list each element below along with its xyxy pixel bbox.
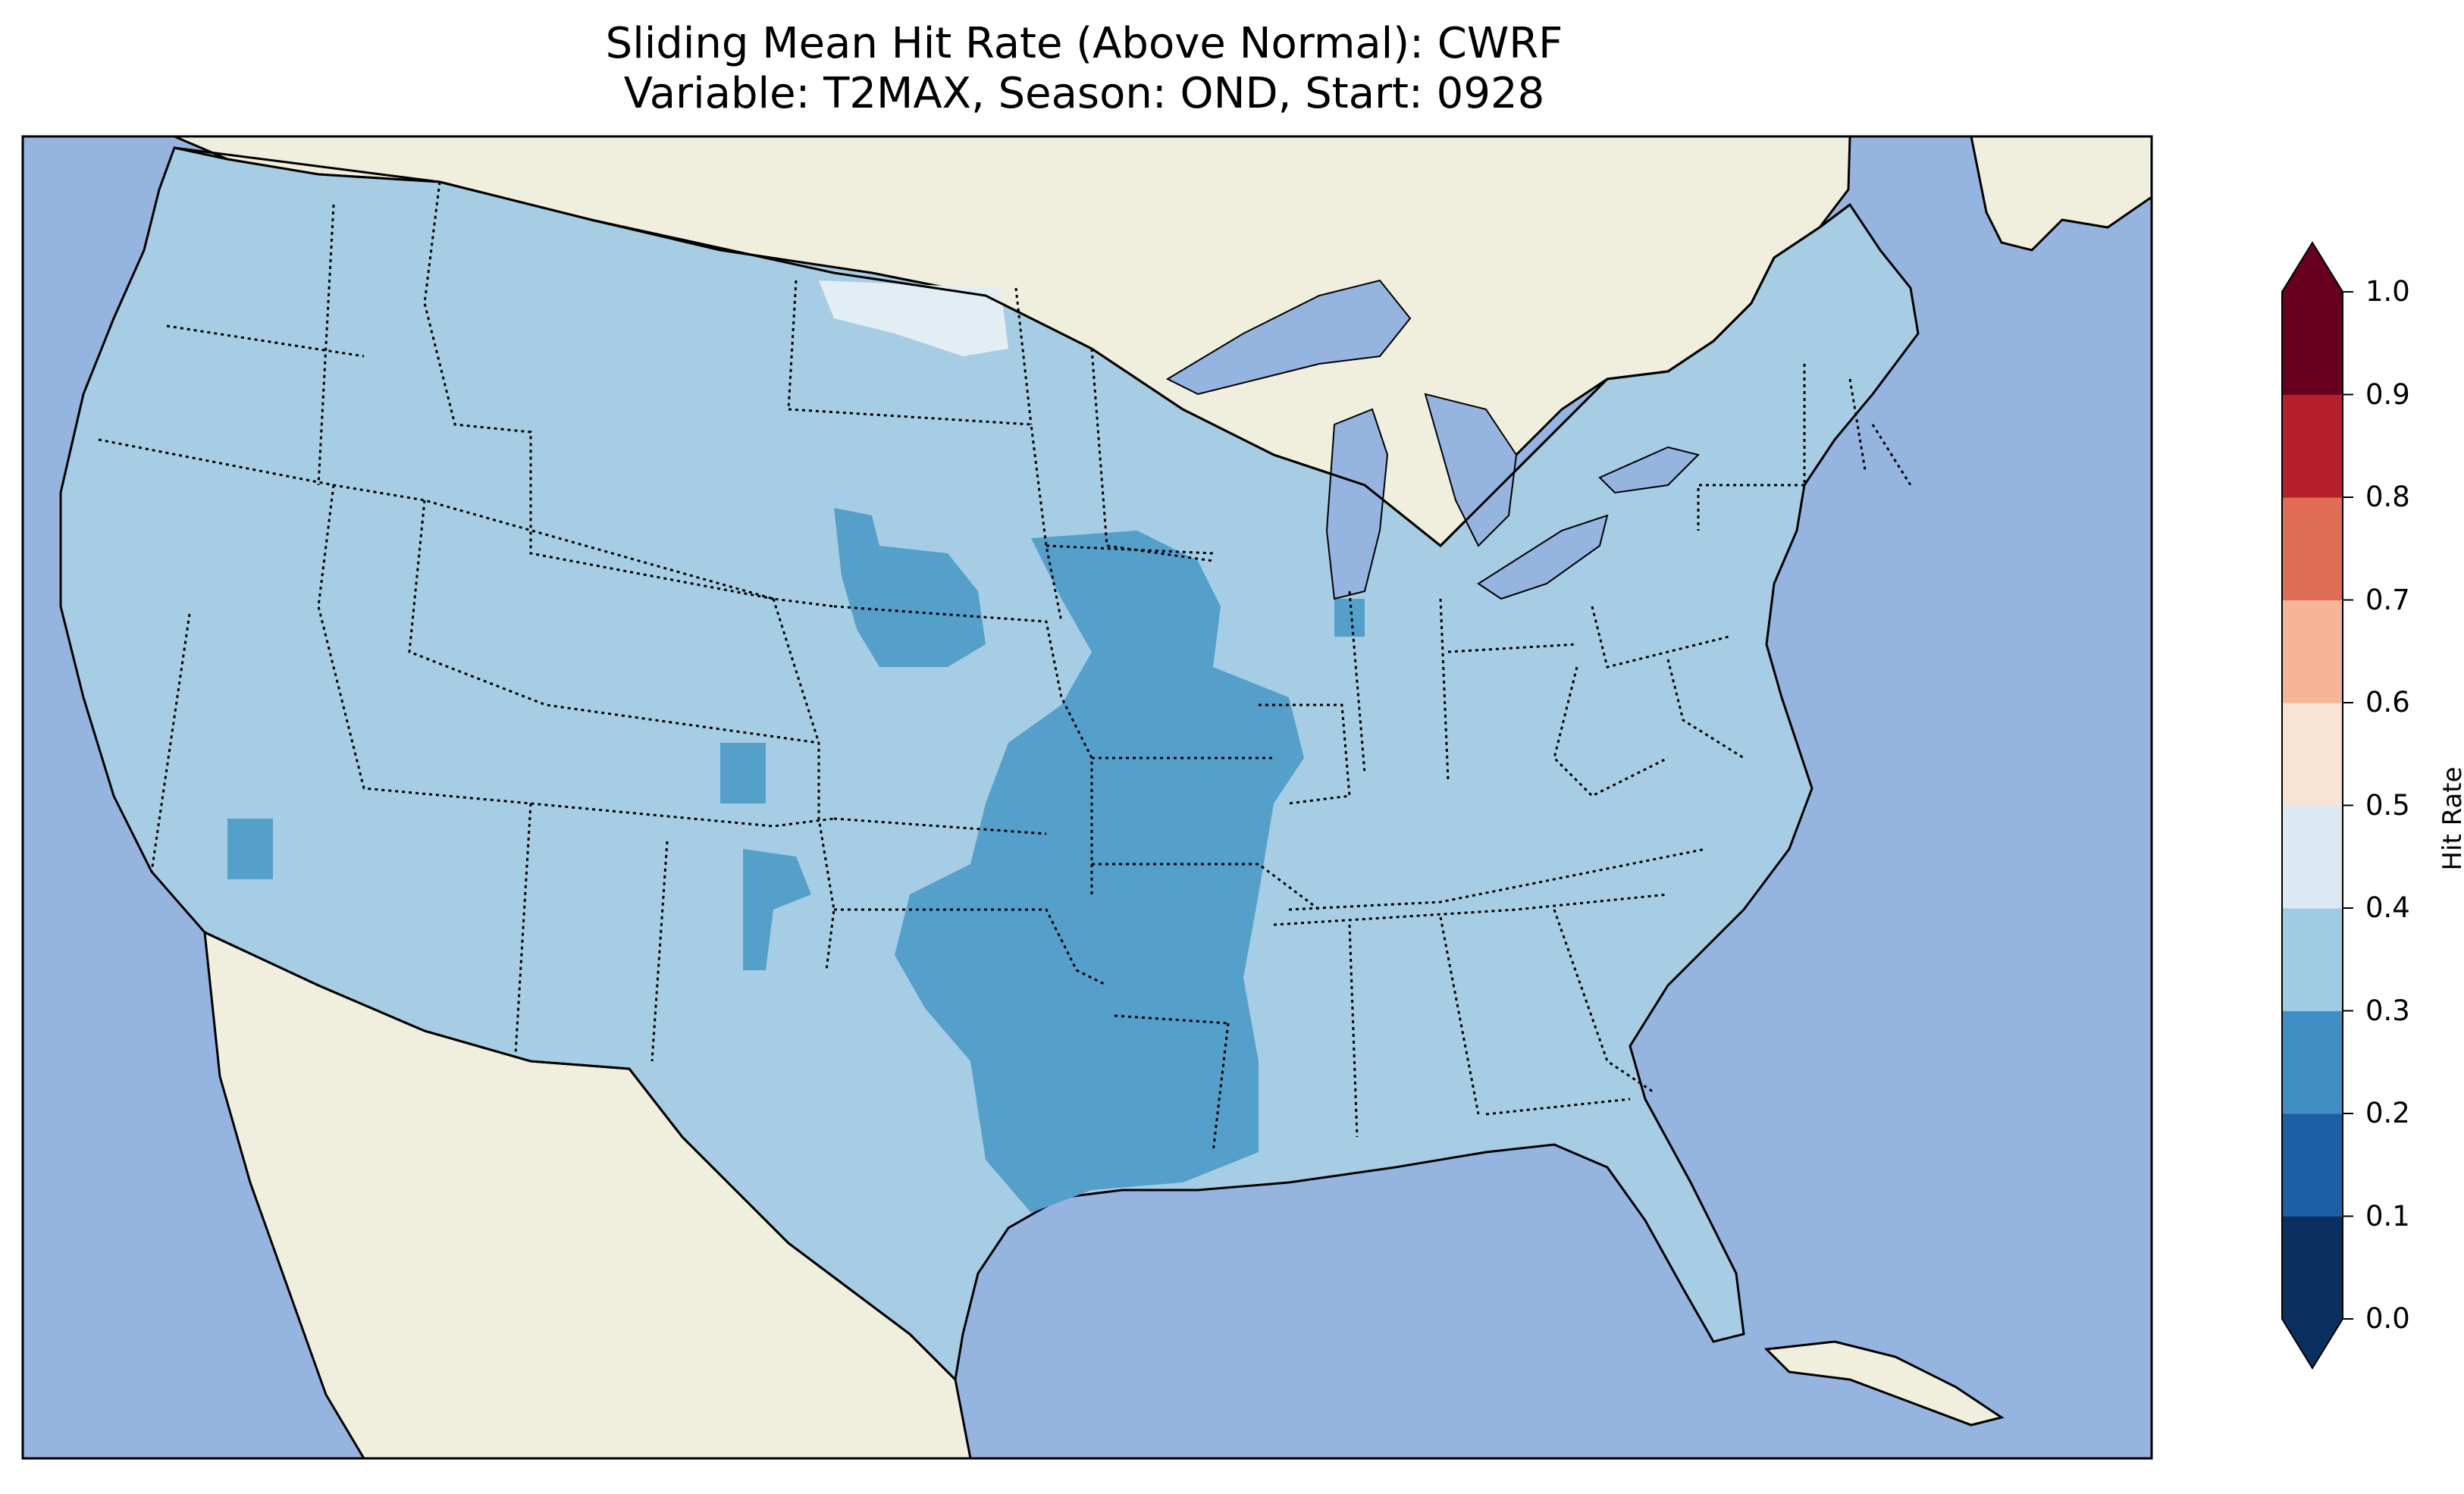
us-canada-border — [174, 146, 1851, 548]
high-hit-rate-north-dakota — [819, 280, 1008, 356]
low-hit-rate-california — [227, 819, 273, 879]
low-hit-rate-indiana — [1334, 599, 1365, 637]
colorbar-segment — [2282, 703, 2343, 806]
colorbar-under-extension — [2282, 1319, 2343, 1368]
colorbar-tick-label: 0.9 — [2365, 377, 2410, 411]
low-hit-rate-central-plains — [895, 531, 1304, 1213]
colorbar — [2281, 241, 2353, 1370]
colorbar-segment — [2282, 292, 2343, 395]
colorbar-segment — [2282, 394, 2343, 498]
map-title-line2: Variable: T2MAX, Season: OND, Start: 092… — [623, 69, 1545, 118]
colorbar-segment — [2282, 1113, 2343, 1217]
lake-ontario — [1598, 446, 1700, 494]
colorbar-tick-label: 0.2 — [2365, 1097, 2410, 1129]
colorbar-tick-label: 1.0 — [2365, 275, 2410, 308]
low-hit-rate-colorado — [720, 743, 766, 803]
lake-michigan — [1325, 408, 1389, 600]
colorbar-segment — [2282, 497, 2343, 600]
low-hit-rate-texas-west — [743, 849, 811, 970]
colorbar-tick-label: 0.4 — [2365, 891, 2410, 924]
colorbar-segment — [2282, 600, 2343, 703]
colorbar-tick-label: 0.7 — [2365, 583, 2410, 616]
lake-superior — [1165, 279, 1412, 396]
map-panel — [21, 135, 2153, 1460]
lake-erie — [1477, 514, 1609, 600]
colorbar-tick-label: 0.6 — [2365, 686, 2410, 719]
colorbar-label: Hit Rate — [2437, 766, 2464, 871]
colorbar-tick-label: 0.5 — [2365, 788, 2410, 822]
low-hit-rate-nebraska — [834, 508, 986, 667]
colorbar-segment — [2282, 805, 2343, 909]
colorbar-segment — [2282, 1216, 2343, 1320]
colorbar-tick-label: 0.0 — [2365, 1302, 2410, 1335]
cuba-land — [1763, 1340, 2005, 1427]
state-boundaries — [98, 181, 1912, 1153]
colorbar-tick-label: 0.1 — [2365, 1199, 2410, 1232]
colorbar-tick-label: 0.3 — [2365, 994, 2410, 1027]
lake-huron — [1424, 393, 1518, 547]
colorbar-segment — [2282, 1010, 2343, 1114]
colorbar-over-extension — [2282, 243, 2343, 292]
map-title-line1: Sliding Mean Hit Rate (Above Normal): CW… — [605, 19, 1563, 68]
map-frame — [21, 135, 2153, 1460]
colorbar-segment — [2282, 908, 2343, 1011]
colorbar-tick-label: 0.8 — [2365, 481, 2410, 513]
